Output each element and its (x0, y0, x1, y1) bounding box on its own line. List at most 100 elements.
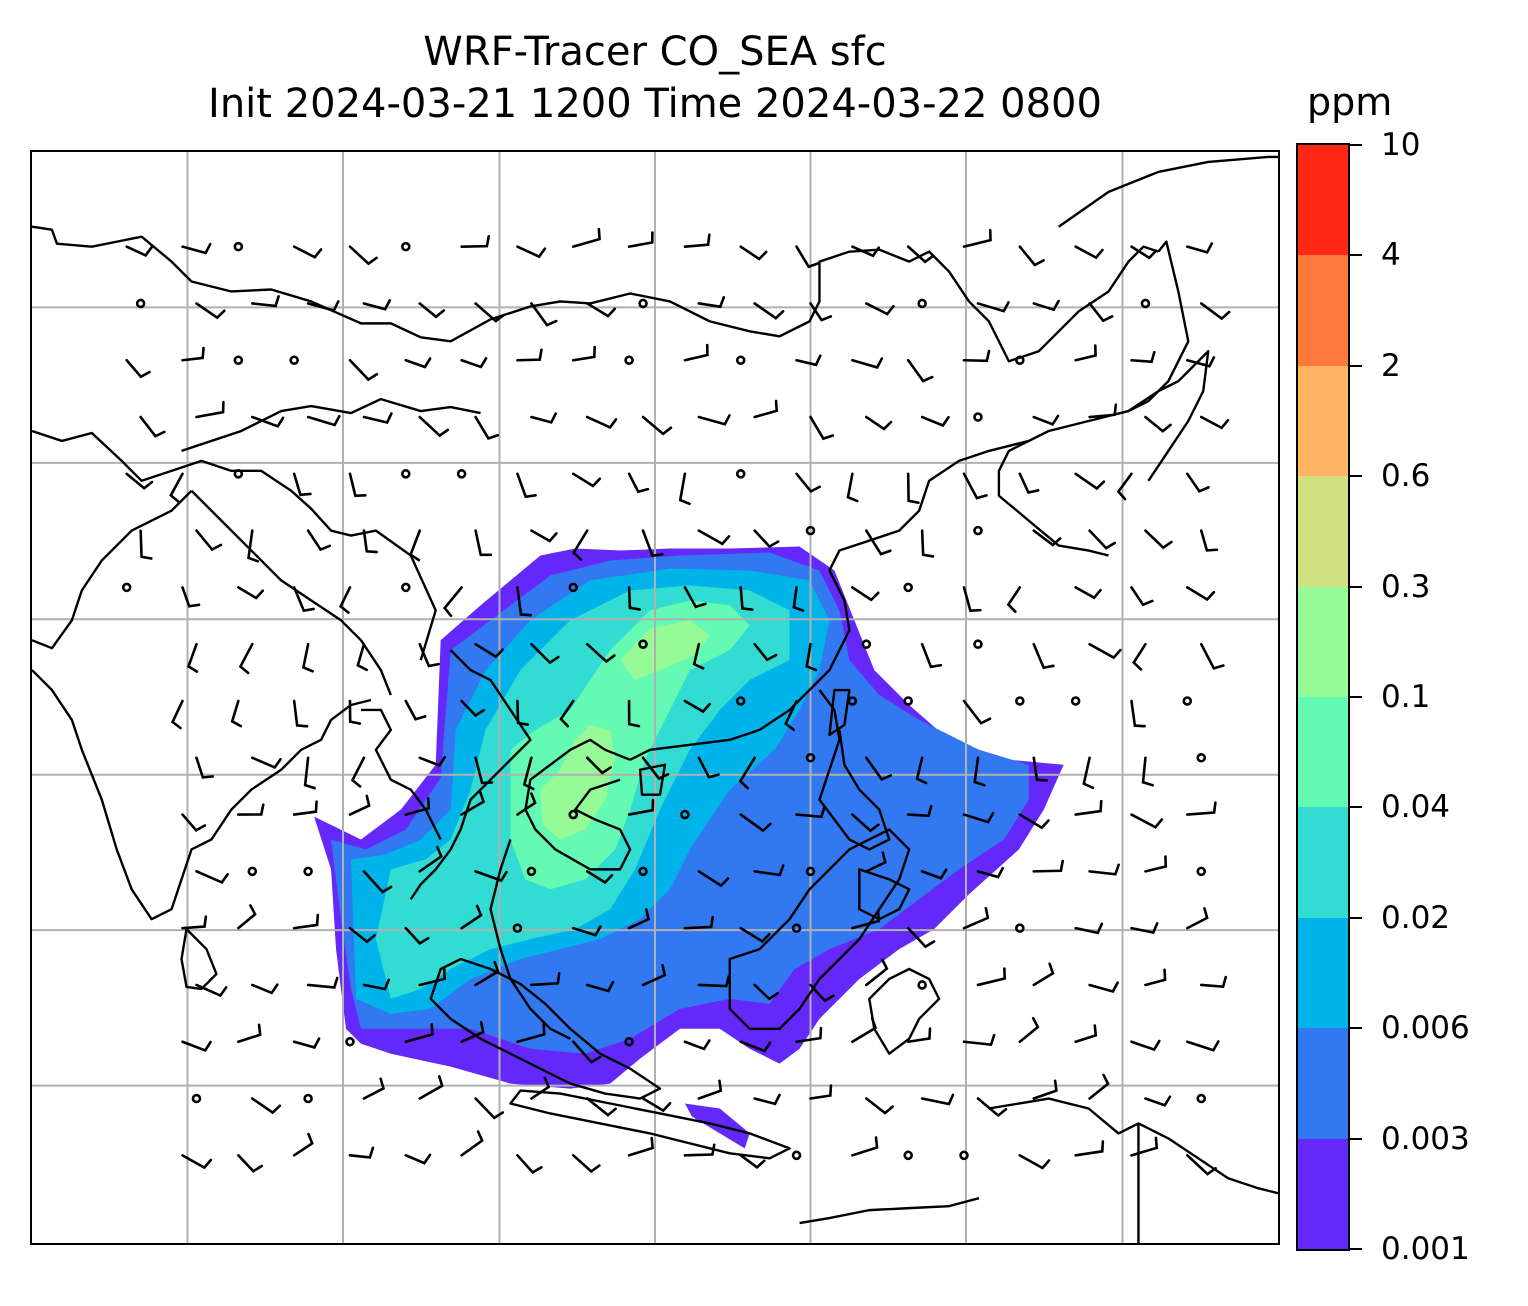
wind-barb (865, 1097, 894, 1115)
wind-barb (1074, 1140, 1105, 1157)
wind-barb (139, 529, 153, 560)
colorbar-segment (1298, 145, 1348, 256)
wind-barb (1018, 1154, 1051, 1170)
calm-wind-circle (1015, 355, 1025, 366)
colorbar-tick-label: 0.6 (1381, 458, 1431, 495)
wind-barb (460, 234, 491, 248)
wind-barb (362, 1077, 386, 1100)
wind-barb (697, 756, 720, 779)
wind-barb (753, 529, 780, 549)
colorbar-tick (1350, 696, 1362, 698)
wind-barb (348, 699, 362, 725)
calm-wind-circle (1196, 1093, 1207, 1104)
calm-wind-circle (303, 866, 313, 877)
wind-barb (920, 415, 950, 428)
wind-barb (697, 975, 730, 988)
wind-barb (683, 1143, 716, 1157)
wind-barb (292, 472, 312, 497)
wind-barb (627, 231, 654, 248)
wind-barbs (121, 227, 1231, 1176)
wind-barb (338, 586, 352, 614)
wind-barb (404, 1153, 432, 1165)
colorbar-segment (1298, 365, 1348, 477)
colorbar-segment (1298, 476, 1348, 587)
wind-barb (739, 1040, 772, 1053)
wind-barb (474, 870, 508, 883)
wind-barb (1199, 975, 1228, 989)
wind-barb (851, 909, 881, 930)
calm-wind-circle (903, 582, 913, 593)
wind-barb (418, 642, 440, 668)
wind-barb (250, 1097, 282, 1115)
wind-barb (697, 296, 726, 309)
wind-barb (571, 925, 602, 937)
colorbar-tick-label: 0.003 (1381, 1120, 1470, 1157)
wind-barb (851, 813, 880, 833)
wind-barb (362, 412, 393, 425)
wind-barb (1074, 586, 1102, 600)
wind-barb (1018, 1016, 1040, 1044)
colorbar-tick-label: 4 (1381, 237, 1401, 274)
wind-barb (865, 302, 895, 316)
calm-wind-circle (526, 866, 537, 877)
island-borneo (728, 828, 911, 1030)
wind-barb (348, 926, 376, 944)
wind-barb (585, 642, 616, 664)
wind-barb (301, 642, 314, 673)
colorbar (1296, 143, 1350, 1251)
wind-barb (460, 1021, 485, 1044)
wind-barb (753, 983, 779, 1001)
wind-barb (692, 642, 705, 670)
wind-barb (805, 642, 818, 672)
wind-barb (139, 415, 166, 438)
wind-barb (516, 1023, 546, 1044)
wind-barb (846, 472, 859, 503)
calm-wind-circle (1015, 696, 1025, 706)
wind-barb (1141, 756, 1154, 787)
wind-barb (683, 1039, 711, 1051)
wind-barb (292, 1132, 314, 1157)
wind-barb (865, 958, 889, 987)
colorbar-segment (1298, 1028, 1348, 1139)
colorbar-tick-label: 10 (1381, 127, 1421, 163)
calm-wind-circle (735, 696, 746, 706)
wind-barb (683, 233, 711, 248)
wind-barb (1032, 529, 1062, 547)
wind-barb (1018, 245, 1045, 267)
wind-barb (627, 699, 641, 728)
calm-wind-circle (861, 639, 872, 649)
calm-wind-circle (456, 469, 467, 479)
wind-barb (195, 756, 215, 779)
wind-barb (356, 642, 369, 672)
wind-barb (683, 699, 712, 714)
colorbar-tick-label: 0.006 (1381, 1010, 1470, 1047)
calm-wind-circle (805, 525, 816, 536)
wind-barb (530, 302, 558, 327)
calm-wind-circle (1182, 696, 1193, 706)
calm-wind-circle (401, 241, 411, 252)
coast-pakistan (32, 489, 193, 650)
colorbar-segment (1298, 255, 1348, 366)
wind-barb (418, 755, 447, 768)
wind-barb (851, 245, 881, 258)
calm-wind-circle (401, 469, 411, 479)
wind-barb (1074, 799, 1103, 816)
wind-barb (348, 245, 378, 266)
wind-barb (920, 868, 948, 880)
wind-barb (585, 1097, 617, 1117)
wind-barb (181, 586, 201, 608)
colorbar-tick (1350, 475, 1362, 478)
wind-barb (627, 1136, 654, 1157)
wind-barb (739, 813, 772, 833)
wind-barb (697, 1079, 723, 1100)
calm-wind-circle (680, 809, 690, 820)
wind-barb (186, 642, 199, 673)
calm-wind-circle (973, 412, 983, 422)
wind-barb (125, 245, 153, 258)
wind-barb (1018, 472, 1040, 495)
wind-barb (739, 586, 754, 611)
wind-barb (348, 1146, 375, 1159)
wind-barb (976, 967, 1007, 987)
wind-barb (195, 529, 223, 552)
calm-wind-circle (638, 639, 648, 649)
